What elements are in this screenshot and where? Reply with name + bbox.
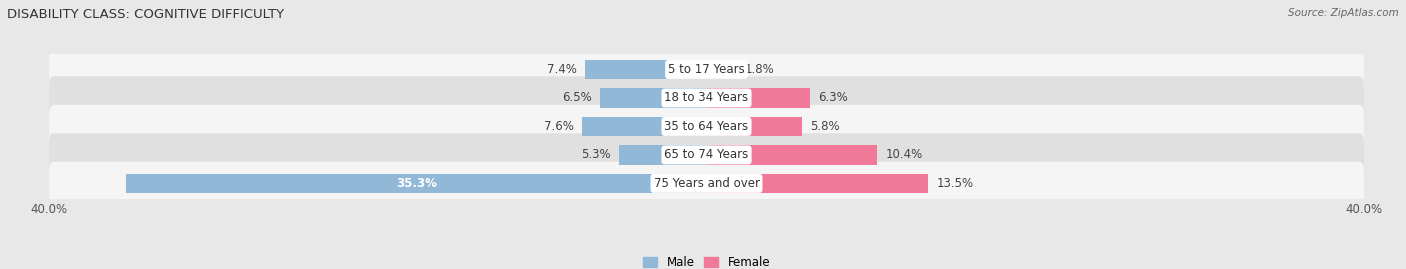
Text: 18 to 34 Years: 18 to 34 Years: [665, 91, 748, 104]
Text: 1.8%: 1.8%: [744, 63, 775, 76]
Text: 7.6%: 7.6%: [544, 120, 574, 133]
Bar: [707, 88, 810, 108]
Text: 75 Years and over: 75 Years and over: [654, 177, 759, 190]
Text: 65 to 74 Years: 65 to 74 Years: [665, 148, 748, 161]
Bar: [600, 88, 707, 108]
Legend: Male, Female: Male, Female: [643, 256, 770, 269]
Text: 5 to 17 Years: 5 to 17 Years: [668, 63, 745, 76]
Bar: [585, 60, 707, 79]
FancyBboxPatch shape: [49, 76, 1364, 120]
FancyBboxPatch shape: [49, 105, 1364, 148]
FancyBboxPatch shape: [49, 133, 1364, 176]
Text: 35 to 64 Years: 35 to 64 Years: [665, 120, 748, 133]
Text: 10.4%: 10.4%: [886, 148, 922, 161]
Text: 5.8%: 5.8%: [810, 120, 839, 133]
Text: Source: ZipAtlas.com: Source: ZipAtlas.com: [1288, 8, 1399, 18]
FancyBboxPatch shape: [49, 162, 1364, 205]
Text: 6.3%: 6.3%: [818, 91, 848, 104]
Text: 35.3%: 35.3%: [396, 177, 437, 190]
Text: DISABILITY CLASS: COGNITIVE DIFFICULTY: DISABILITY CLASS: COGNITIVE DIFFICULTY: [7, 8, 284, 21]
Bar: [127, 174, 707, 193]
Bar: [582, 117, 707, 136]
FancyBboxPatch shape: [49, 48, 1364, 91]
Text: 13.5%: 13.5%: [936, 177, 974, 190]
Bar: [707, 145, 877, 165]
Text: 6.5%: 6.5%: [562, 91, 592, 104]
Bar: [707, 174, 928, 193]
Text: 5.3%: 5.3%: [582, 148, 612, 161]
Bar: [707, 117, 801, 136]
Text: 7.4%: 7.4%: [547, 63, 576, 76]
Bar: [707, 60, 737, 79]
Bar: [620, 145, 707, 165]
